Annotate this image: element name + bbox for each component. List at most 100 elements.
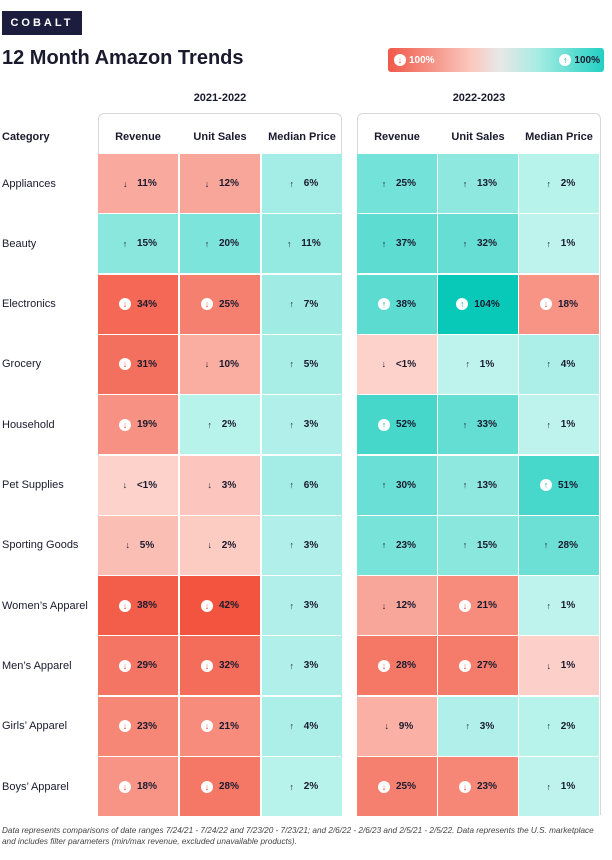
cell-value: 1% [479,358,495,370]
arrow-up-icon: ↑ [289,781,295,792]
heatmap-cell: ↓ 23% [438,757,518,816]
cell-value: 9% [398,720,414,732]
heatmap-cell: ↓ 9% [357,696,437,756]
heatmap-cell: ↑ 3% [262,395,342,455]
arrow-up-icon: ↑ [377,298,390,311]
cell-value: 25% [395,781,416,792]
period-label: 2022-2023 [452,92,506,104]
arrow-up-icon: ↑ [462,540,468,551]
arrow-down-icon: ↓ [207,540,213,551]
arrow-down-icon: ↓ [377,780,390,793]
arrow-down-icon: ↓ [458,780,471,793]
cell-value: 1% [560,238,576,250]
cell-value: 13% [476,178,497,189]
cell-value: 13% [476,479,497,491]
arrow-down-icon: ↓ [546,660,552,671]
heatmap-cell: ↓ 42% [180,576,260,636]
arrow-up-icon: ↑ [546,781,552,792]
arrow-up-icon: ↑ [546,359,552,370]
heatmap-cell: ↓ 19% [98,395,178,455]
arrow-down-icon: ↓ [458,659,471,672]
arrow-down-icon: ↓ [123,178,128,189]
legend-low-label: 100% [409,54,435,66]
cell-value: 29% [136,660,157,672]
column-header: Unit Sales [451,131,505,143]
heatmap-cell: ↑ 2% [519,696,599,756]
cell-value: 3% [303,539,319,551]
cell-value: 3% [303,419,319,431]
heatmap-cell: ↑ 3% [262,515,342,575]
category-label: Girls’ Apparel [2,720,68,733]
cell-value: 20% [218,238,239,250]
arrow-up-icon: ↑ [465,359,471,370]
heatmap-cell: ↑ 13% [438,455,518,515]
cell-value: 7% [303,298,319,310]
color-legend: ↓ 100% ↑ 100% [388,48,604,72]
arrow-up-icon: ↑ [289,359,295,370]
cell-value: 18% [557,298,578,310]
cell-value: 32% [476,238,497,250]
cell-value: 2% [221,539,237,551]
cell-value: 12% [218,178,239,189]
heatmap-cell: ↓ 21% [438,576,518,636]
heatmap-cell: ↓ 25% [180,274,260,334]
cobalt-logo: COBALT [2,11,82,35]
arrow-down-icon: ↓ [384,721,390,732]
arrow-up-icon: ↑ [539,479,552,491]
cell-value: 11% [137,178,157,189]
arrow-down-icon: ↓ [118,358,131,371]
category-label: Household [2,418,55,431]
heatmap-cell: ↑ 1% [519,395,599,455]
arrow-up-icon: ↑ [546,238,552,249]
cell-value: 30% [395,479,416,491]
arrow-up-icon: ↑ [289,660,295,671]
cell-value: 28% [218,781,239,792]
arrow-down-icon: ↓ [200,659,213,672]
heatmap-cell: ↑ 1% [519,576,599,636]
cell-value: 38% [136,600,157,612]
heatmap-cell: ↑ 2% [180,395,260,455]
heatmap-cell: ↓ 2% [180,515,260,575]
heatmap-cell: ↑ 23% [357,515,437,575]
category-label: Women’s Apparel [2,599,88,612]
arrow-up-icon: ↑ [381,480,387,490]
arrow-up-icon: ↑ [381,238,387,249]
heatmap-cell: ↑ 3% [438,696,518,756]
cell-value: 21% [476,600,497,612]
cell-value: 5% [303,358,319,370]
heatmap-cell: ↓ 10% [180,334,260,394]
cell-value: 6% [303,479,319,491]
cell-value: 4% [303,720,319,732]
heatmap-cell: ↑ 2% [262,757,342,816]
arrow-up-icon: ↑ [381,178,387,189]
arrow-up-icon: ↑ [289,419,295,430]
category-label: Appliances [2,177,56,190]
cell-value: 2% [221,419,237,431]
cell-value: 19% [136,419,157,431]
heatmap-cell: ↑ 3% [262,636,342,696]
legend-high-label: 100% [574,54,600,66]
heatmap-cell: ↓ 21% [180,696,260,756]
heatmap-cell: ↑ 1% [519,757,599,816]
cell-value: 3% [303,600,319,612]
category-label: Boys’ Apparel [2,780,69,793]
heatmap-cell: ↑ 1% [438,334,518,394]
arrow-up-icon: ↑ [462,238,468,249]
arrow-down-icon: ↓ [394,54,406,66]
heatmap-cell: ↑ 1% [519,214,599,274]
arrow-up-icon: ↑ [456,298,469,311]
arrow-down-icon: ↓ [118,659,131,672]
cell-value: 27% [476,660,497,672]
category-label: Men’s Apparel [2,659,72,672]
heatmap-cell: ↑ 30% [357,455,437,515]
category-label: Grocery [2,358,42,371]
heatmap-cell: ↑ 11% [262,214,342,274]
column-header: Median Price [268,131,336,143]
cell-value: 33% [476,419,497,431]
arrow-up-icon: ↑ [559,54,572,66]
cell-value: 104% [474,298,500,310]
cell-value: 42% [218,600,239,612]
cell-value: 15% [476,539,497,551]
heatmap-cell: ↑ 37% [357,214,437,274]
cell-value: 1% [560,781,576,792]
